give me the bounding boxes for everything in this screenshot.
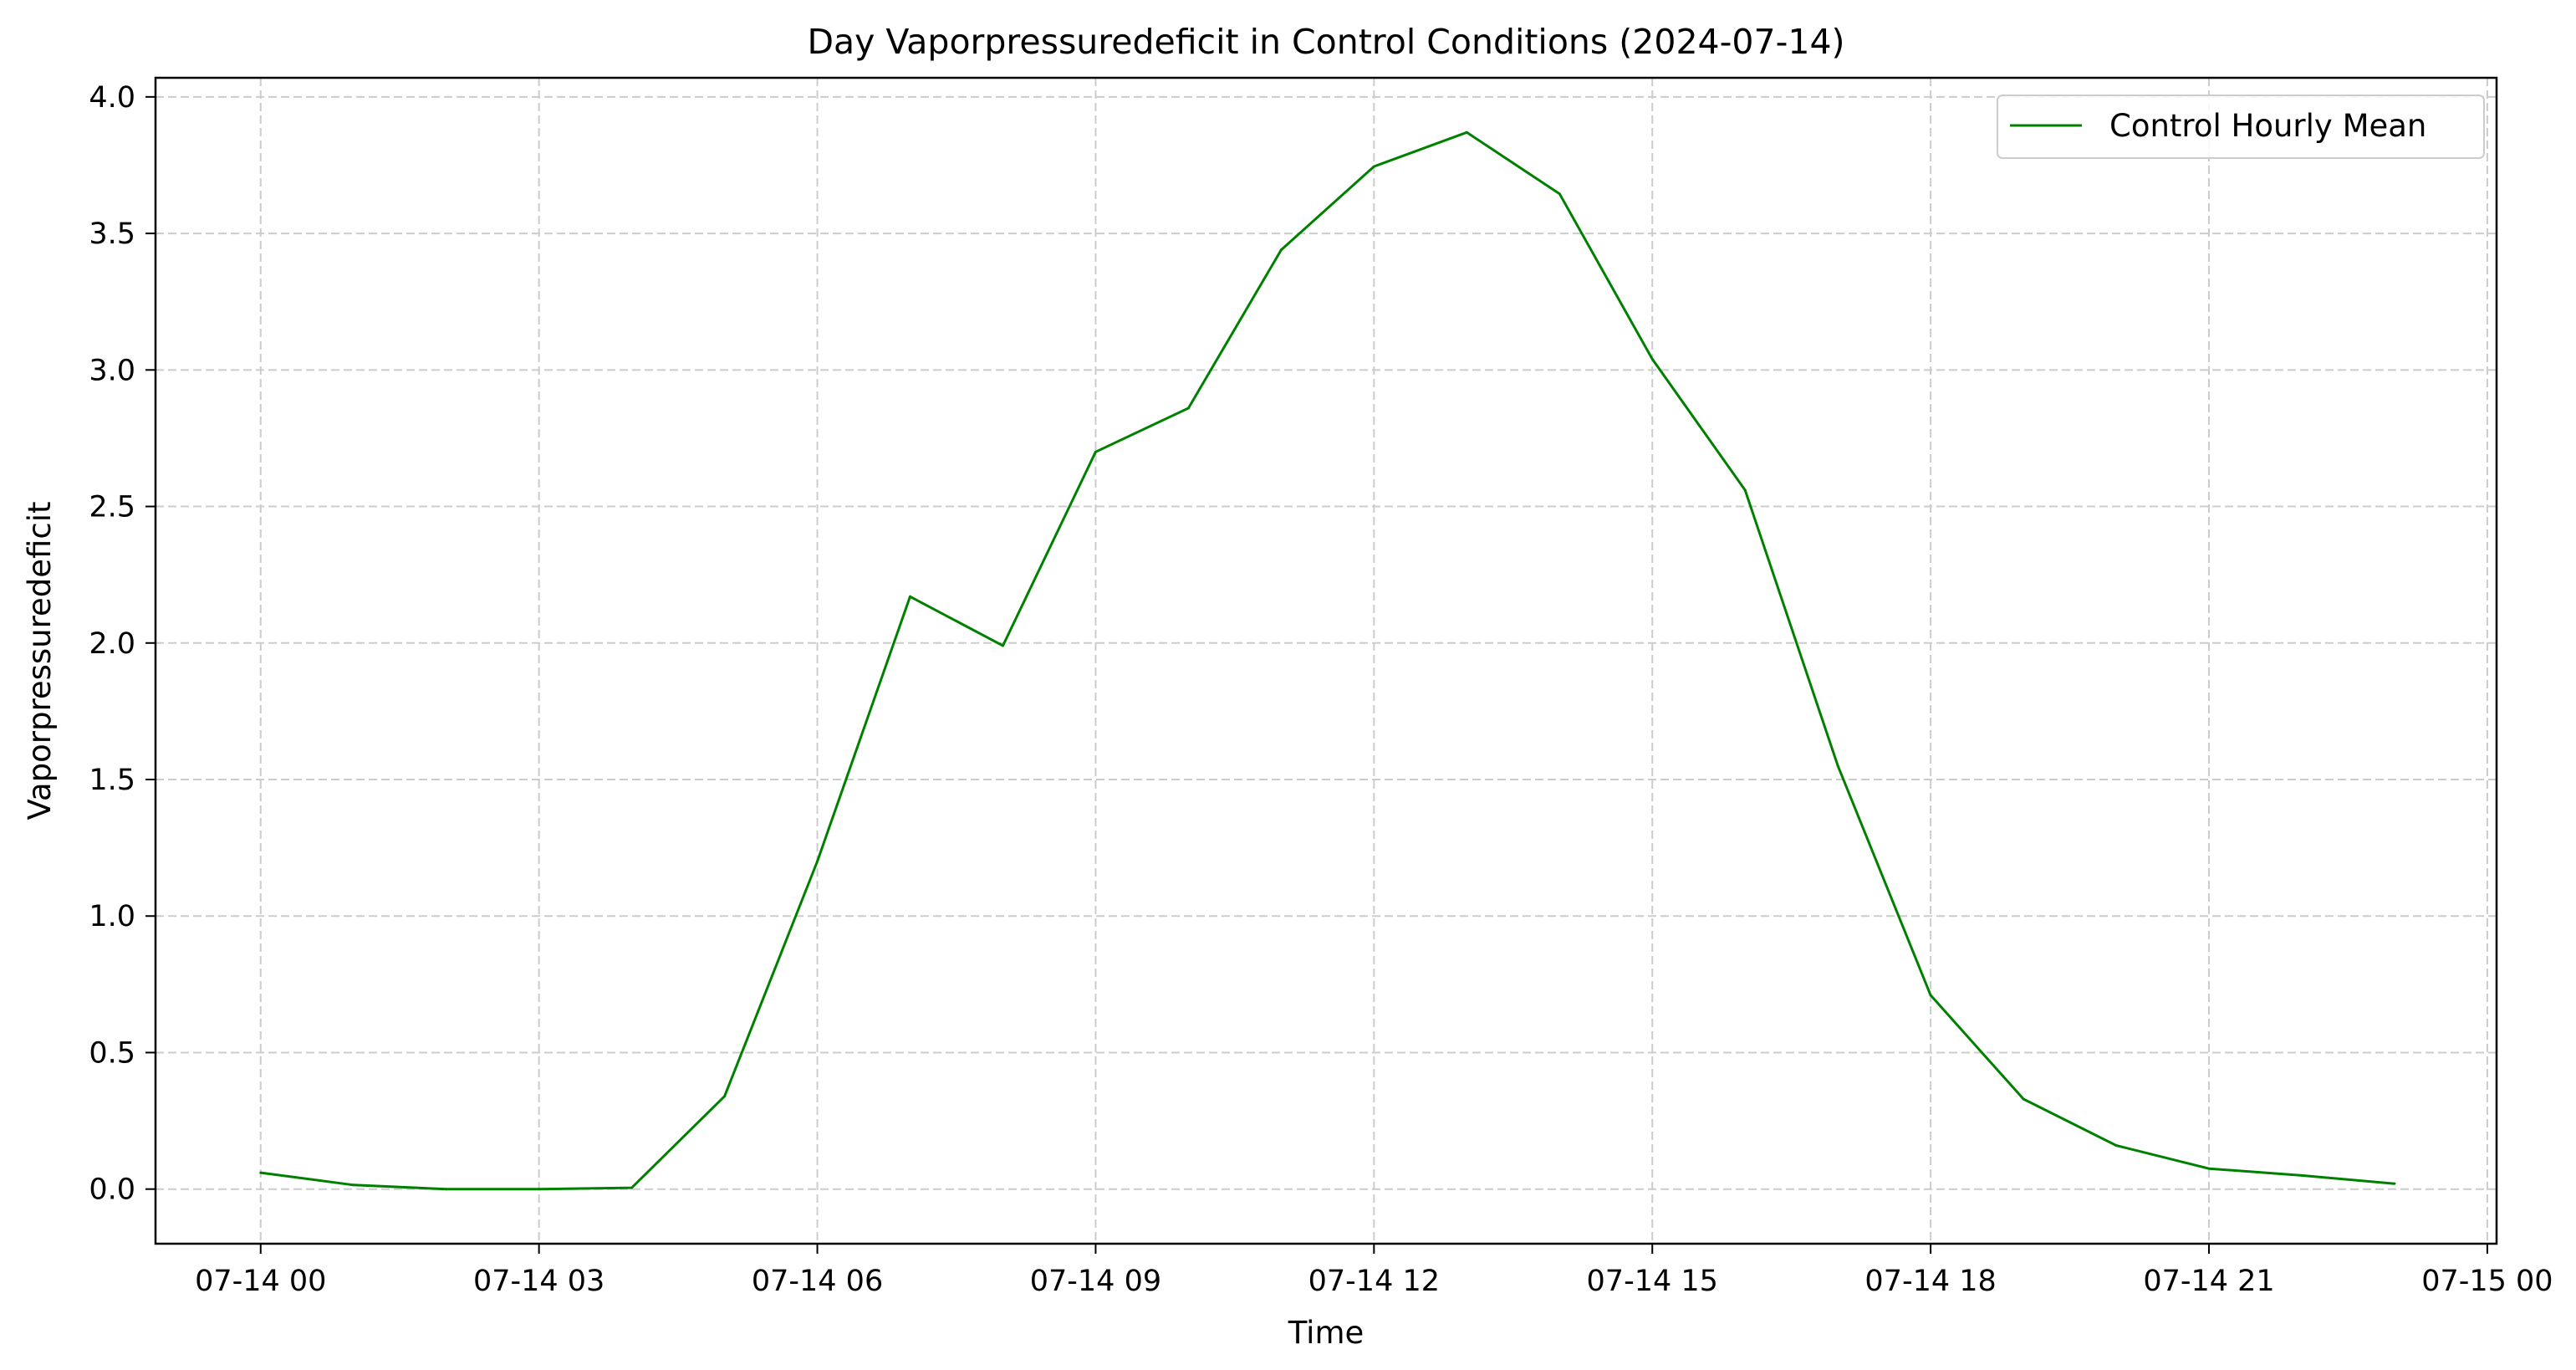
x-tick-label: 07-14 15 (1587, 1265, 1718, 1298)
axes-frame (154, 76, 2498, 1245)
data-point (1372, 165, 1375, 168)
y-tick-label: 1.0 (89, 900, 135, 933)
data-point (723, 1095, 727, 1098)
legend-box (1997, 95, 2485, 159)
y-axis: 0.0 0.5 1.0 1.5 2.0 2.5 3.0 3.5 4.0 (89, 81, 156, 1207)
x-tick-label: 07-15 00 (2421, 1265, 2553, 1298)
legend-label-control-hourly-mean: Control Hourly Mean (2109, 108, 2426, 144)
grid (156, 78, 2497, 1244)
data-point (1929, 994, 1932, 997)
data-point (2207, 1167, 2211, 1170)
series-layer (259, 130, 2396, 1191)
x-tick-label: 07-14 03 (473, 1265, 604, 1298)
data-point (816, 860, 819, 863)
y-axis-label: Vaporpressuredeficit (22, 502, 58, 820)
x-tick-label: 07-14 12 (1308, 1265, 1440, 1298)
data-point (2114, 1143, 2118, 1147)
data-point (1186, 406, 1190, 410)
data-point (1465, 130, 1468, 134)
data-point (259, 1171, 263, 1174)
data-point (1836, 764, 1839, 768)
data-point (909, 595, 912, 598)
data-point (2022, 1097, 2025, 1101)
y-tick-label: 3.5 (89, 217, 135, 251)
data-point (1650, 357, 1654, 360)
data-point (1001, 644, 1004, 647)
x-tick-label: 07-14 09 (1030, 1265, 1161, 1298)
x-tick-label: 07-14 00 (195, 1265, 326, 1298)
data-point (1279, 248, 1283, 252)
y-tick-label: 3.0 (89, 354, 135, 387)
data-point (445, 1188, 448, 1191)
data-point (1558, 192, 1561, 196)
legend: Control Hourly Mean (1997, 95, 2485, 159)
data-point (2300, 1173, 2303, 1177)
y-tick-label: 0.0 (89, 1173, 135, 1207)
data-point (352, 1183, 355, 1187)
y-tick-label: 0.5 (89, 1036, 135, 1070)
chart-title: Day Vaporpressuredeficit in Control Cond… (807, 22, 1844, 62)
data-point (2393, 1182, 2396, 1185)
y-tick-label: 1.5 (89, 764, 135, 797)
y-tick-label: 2.0 (89, 627, 135, 661)
data-point (1743, 488, 1747, 492)
x-tick-label: 07-14 18 (1864, 1265, 1996, 1298)
x-tick-label: 07-14 06 (752, 1265, 883, 1298)
data-point (538, 1188, 541, 1191)
data-point (1094, 450, 1097, 453)
series-line-control-hourly-mean (260, 130, 2395, 1191)
x-axis-label: Time (1288, 1315, 1365, 1351)
x-tick-label: 07-14 21 (2143, 1265, 2274, 1298)
y-tick-label: 2.5 (89, 491, 135, 524)
y-tick-label: 4.0 (89, 81, 135, 115)
x-axis: 07-14 00 07-14 03 07-14 06 07-14 09 07-14 12… (195, 1244, 2553, 1298)
data-point (630, 1186, 634, 1189)
